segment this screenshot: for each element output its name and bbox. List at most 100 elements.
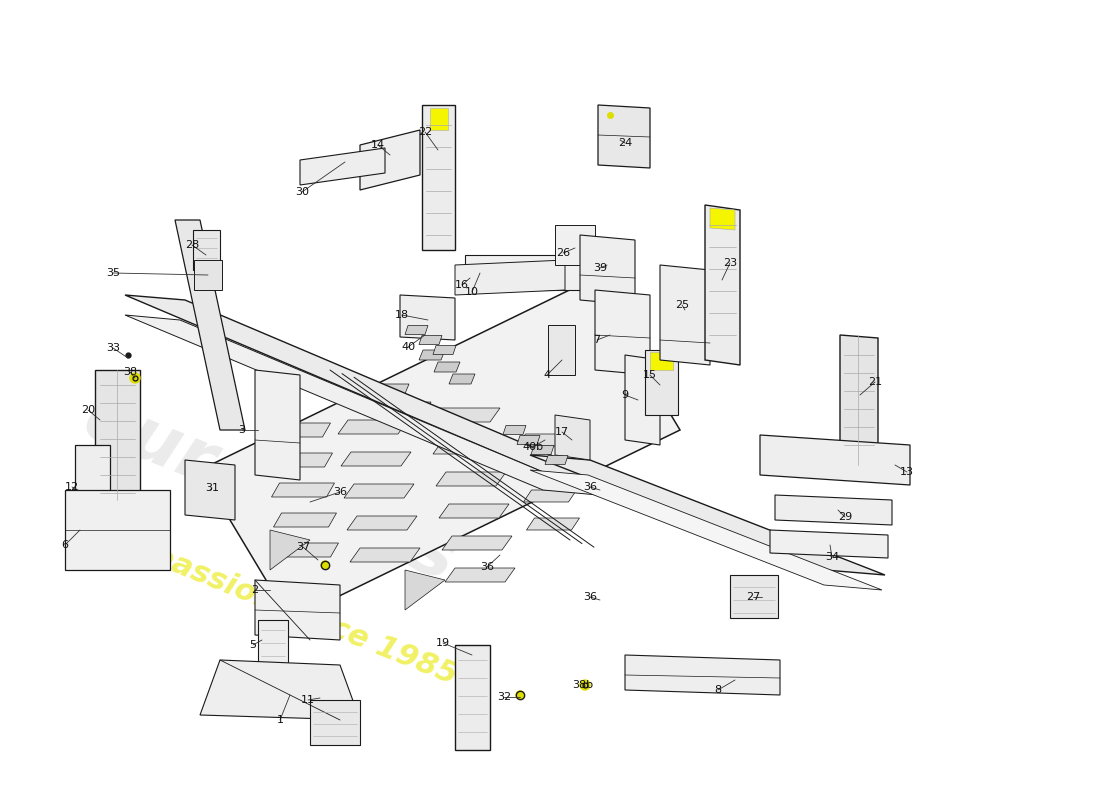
Polygon shape [376, 384, 409, 396]
Text: 40b: 40b [522, 442, 543, 452]
Polygon shape [419, 335, 442, 345]
Polygon shape [530, 470, 882, 590]
Polygon shape [595, 290, 650, 375]
Text: 1: 1 [276, 715, 284, 725]
Polygon shape [730, 575, 778, 618]
Polygon shape [760, 435, 910, 485]
Polygon shape [433, 346, 456, 354]
Polygon shape [455, 260, 565, 295]
Circle shape [130, 373, 140, 383]
Text: 24: 24 [618, 138, 632, 148]
Text: 30: 30 [295, 187, 309, 197]
Polygon shape [300, 148, 385, 185]
Polygon shape [598, 105, 650, 168]
Text: 35: 35 [106, 268, 120, 278]
Polygon shape [442, 536, 512, 550]
Polygon shape [267, 423, 330, 437]
Text: 40: 40 [400, 342, 415, 352]
Text: 14: 14 [371, 140, 385, 150]
Text: 37: 37 [296, 542, 310, 552]
Text: 23: 23 [723, 258, 737, 268]
Text: 11: 11 [301, 695, 315, 705]
Polygon shape [346, 516, 417, 530]
Text: 36: 36 [583, 592, 597, 602]
Text: 36: 36 [333, 487, 346, 497]
Polygon shape [336, 388, 405, 402]
Text: 38b: 38b [572, 680, 594, 690]
Polygon shape [517, 434, 571, 446]
Text: euroParts: euroParts [74, 384, 466, 596]
Text: 6: 6 [62, 540, 68, 550]
Text: 19: 19 [436, 638, 450, 648]
Text: 29: 29 [838, 512, 853, 522]
Polygon shape [527, 518, 580, 530]
Polygon shape [531, 446, 554, 454]
Polygon shape [270, 530, 310, 570]
Polygon shape [556, 225, 595, 265]
Text: 25: 25 [675, 300, 689, 310]
Text: 28: 28 [185, 240, 199, 250]
Polygon shape [255, 580, 340, 640]
Polygon shape [405, 570, 446, 610]
Polygon shape [503, 426, 526, 434]
Polygon shape [556, 415, 590, 460]
Text: 7: 7 [593, 335, 601, 345]
Polygon shape [420, 420, 453, 432]
Polygon shape [200, 280, 680, 620]
Polygon shape [350, 548, 420, 562]
Text: 39: 39 [593, 263, 607, 273]
Polygon shape [65, 490, 170, 570]
Polygon shape [430, 108, 448, 130]
Polygon shape [520, 462, 573, 474]
Text: 38: 38 [123, 367, 138, 377]
Polygon shape [660, 265, 710, 365]
Polygon shape [433, 440, 503, 454]
Polygon shape [449, 374, 475, 384]
Text: a passion since 1985: a passion since 1985 [119, 530, 462, 690]
Polygon shape [398, 402, 431, 414]
Text: 10: 10 [465, 287, 478, 297]
Text: 17: 17 [554, 427, 569, 437]
Polygon shape [517, 435, 540, 445]
Text: 36: 36 [480, 562, 494, 572]
Polygon shape [625, 655, 780, 695]
Polygon shape [625, 355, 660, 445]
Polygon shape [544, 455, 568, 465]
Polygon shape [439, 504, 509, 518]
Polygon shape [275, 543, 339, 557]
Polygon shape [95, 370, 140, 500]
Polygon shape [446, 568, 515, 582]
Polygon shape [455, 645, 490, 750]
Polygon shape [125, 295, 605, 478]
Circle shape [321, 561, 329, 569]
Polygon shape [705, 205, 740, 365]
Polygon shape [430, 408, 500, 422]
Polygon shape [125, 315, 598, 495]
Text: 34: 34 [825, 552, 839, 562]
Polygon shape [710, 208, 735, 230]
Polygon shape [530, 455, 886, 575]
Text: 13: 13 [900, 467, 914, 477]
Circle shape [516, 691, 524, 699]
Polygon shape [194, 260, 222, 290]
Polygon shape [650, 352, 673, 370]
Polygon shape [580, 235, 635, 305]
Polygon shape [185, 460, 235, 520]
Polygon shape [75, 445, 110, 540]
Polygon shape [405, 326, 428, 334]
Text: 9: 9 [621, 390, 628, 400]
Polygon shape [524, 490, 576, 502]
Text: 12: 12 [65, 482, 79, 492]
Text: 16: 16 [455, 280, 469, 290]
Polygon shape [310, 700, 360, 745]
Polygon shape [360, 130, 420, 190]
Polygon shape [645, 350, 678, 415]
Polygon shape [341, 452, 411, 466]
Polygon shape [436, 472, 506, 486]
Text: 3: 3 [239, 425, 245, 435]
Text: 20: 20 [81, 405, 95, 415]
Polygon shape [465, 255, 590, 290]
Polygon shape [344, 484, 414, 498]
Text: 33: 33 [106, 343, 120, 353]
Circle shape [580, 680, 590, 690]
